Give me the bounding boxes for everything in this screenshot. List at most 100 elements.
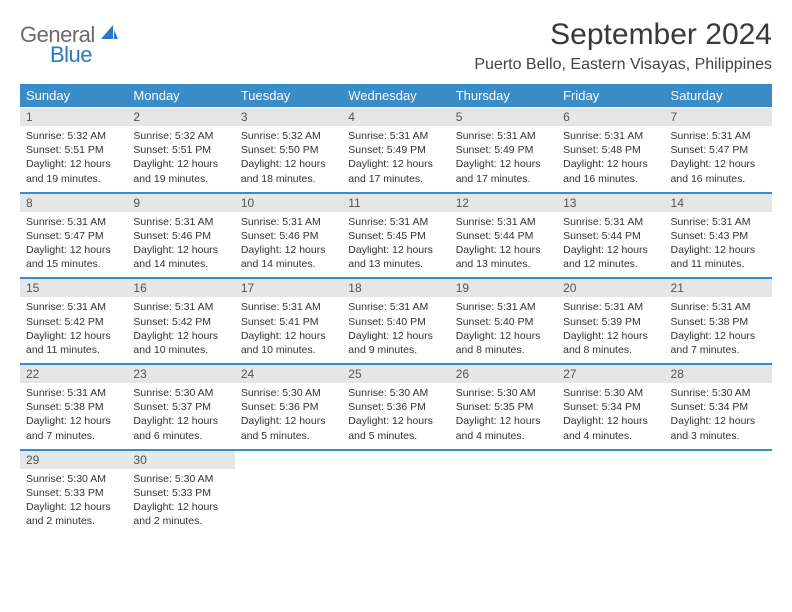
- daylight-text-1: Daylight: 12 hours: [456, 243, 551, 257]
- day-cell: Sunrise: 5:32 AMSunset: 5:51 PMDaylight:…: [20, 126, 127, 193]
- day-number: 12: [450, 193, 557, 212]
- sunrise-text: Sunrise: 5:30 AM: [241, 386, 336, 400]
- day-number: 21: [665, 278, 772, 297]
- day-cell: Sunrise: 5:31 AMSunset: 5:47 PMDaylight:…: [665, 126, 772, 193]
- sunrise-text: Sunrise: 5:31 AM: [563, 129, 658, 143]
- day-cell: Sunrise: 5:30 AMSunset: 5:36 PMDaylight:…: [235, 383, 342, 450]
- sunset-text: Sunset: 5:44 PM: [563, 229, 658, 243]
- daylight-text-2: and 18 minutes.: [241, 172, 336, 186]
- daylight-text-2: and 4 minutes.: [563, 429, 658, 443]
- day-number: 4: [342, 108, 449, 127]
- brand-part2: Blue: [50, 42, 92, 67]
- daylight-text-2: and 4 minutes.: [456, 429, 551, 443]
- day-cell: Sunrise: 5:31 AMSunset: 5:44 PMDaylight:…: [557, 212, 664, 279]
- daylight-text-1: Daylight: 12 hours: [133, 329, 228, 343]
- sunrise-text: Sunrise: 5:31 AM: [456, 215, 551, 229]
- sunrise-text: Sunrise: 5:31 AM: [563, 300, 658, 314]
- daylight-text-1: Daylight: 12 hours: [133, 414, 228, 428]
- sunset-text: Sunset: 5:42 PM: [133, 315, 228, 329]
- sunset-text: Sunset: 5:33 PM: [26, 486, 121, 500]
- day-cell: Sunrise: 5:30 AMSunset: 5:37 PMDaylight:…: [127, 383, 234, 450]
- dow-wed: Wednesday: [342, 84, 449, 108]
- sunrise-text: Sunrise: 5:31 AM: [241, 215, 336, 229]
- day-number: [450, 450, 557, 469]
- sunset-text: Sunset: 5:36 PM: [241, 400, 336, 414]
- sunrise-text: Sunrise: 5:32 AM: [241, 129, 336, 143]
- sunset-text: Sunset: 5:37 PM: [133, 400, 228, 414]
- daylight-text-1: Daylight: 12 hours: [456, 414, 551, 428]
- daylight-text-1: Daylight: 12 hours: [671, 243, 766, 257]
- day-of-week-row: Sunday Monday Tuesday Wednesday Thursday…: [20, 84, 772, 108]
- day-cell: Sunrise: 5:31 AMSunset: 5:46 PMDaylight:…: [235, 212, 342, 279]
- day-cell: Sunrise: 5:30 AMSunset: 5:33 PMDaylight:…: [20, 469, 127, 535]
- daylight-text-2: and 8 minutes.: [456, 343, 551, 357]
- sunrise-text: Sunrise: 5:31 AM: [348, 129, 443, 143]
- day-cell: Sunrise: 5:31 AMSunset: 5:39 PMDaylight:…: [557, 297, 664, 364]
- daylight-text-1: Daylight: 12 hours: [671, 414, 766, 428]
- day-number: 3: [235, 108, 342, 127]
- sunrise-text: Sunrise: 5:32 AM: [133, 129, 228, 143]
- daylight-text-1: Daylight: 12 hours: [26, 243, 121, 257]
- day-number-row: 22232425262728: [20, 364, 772, 383]
- daylight-text-2: and 7 minutes.: [26, 429, 121, 443]
- sunset-text: Sunset: 5:40 PM: [456, 315, 551, 329]
- day-number: 5: [450, 108, 557, 127]
- day-number-row: 1234567: [20, 108, 772, 127]
- daylight-text-1: Daylight: 12 hours: [671, 157, 766, 171]
- daylight-text-1: Daylight: 12 hours: [241, 157, 336, 171]
- day-detail-row: Sunrise: 5:30 AMSunset: 5:33 PMDaylight:…: [20, 469, 772, 535]
- daylight-text-2: and 5 minutes.: [348, 429, 443, 443]
- day-cell: Sunrise: 5:31 AMSunset: 5:43 PMDaylight:…: [665, 212, 772, 279]
- sunrise-text: Sunrise: 5:31 AM: [456, 129, 551, 143]
- sunrise-text: Sunrise: 5:31 AM: [456, 300, 551, 314]
- day-cell: Sunrise: 5:31 AMSunset: 5:38 PMDaylight:…: [665, 297, 772, 364]
- sunset-text: Sunset: 5:45 PM: [348, 229, 443, 243]
- daylight-text-2: and 15 minutes.: [26, 257, 121, 271]
- daylight-text-2: and 16 minutes.: [563, 172, 658, 186]
- day-number: 6: [557, 108, 664, 127]
- daylight-text-2: and 14 minutes.: [133, 257, 228, 271]
- day-cell: Sunrise: 5:30 AMSunset: 5:33 PMDaylight:…: [127, 469, 234, 535]
- day-cell: [665, 469, 772, 535]
- daylight-text-2: and 2 minutes.: [26, 514, 121, 528]
- day-detail-row: Sunrise: 5:31 AMSunset: 5:47 PMDaylight:…: [20, 212, 772, 279]
- day-number: 13: [557, 193, 664, 212]
- daylight-text-1: Daylight: 12 hours: [241, 243, 336, 257]
- day-number: 14: [665, 193, 772, 212]
- header: General September 2024 Puerto Bello, Eas…: [20, 18, 772, 74]
- sunset-text: Sunset: 5:42 PM: [26, 315, 121, 329]
- daylight-text-1: Daylight: 12 hours: [26, 157, 121, 171]
- sunrise-text: Sunrise: 5:32 AM: [26, 129, 121, 143]
- sunrise-text: Sunrise: 5:31 AM: [671, 215, 766, 229]
- day-cell: Sunrise: 5:31 AMSunset: 5:41 PMDaylight:…: [235, 297, 342, 364]
- sunset-text: Sunset: 5:46 PM: [241, 229, 336, 243]
- day-number: 7: [665, 108, 772, 127]
- day-number: 2: [127, 108, 234, 127]
- sunrise-text: Sunrise: 5:31 AM: [133, 215, 228, 229]
- day-number-row: 2930: [20, 450, 772, 469]
- daylight-text-1: Daylight: 12 hours: [133, 243, 228, 257]
- daylight-text-2: and 3 minutes.: [671, 429, 766, 443]
- daylight-text-1: Daylight: 12 hours: [348, 243, 443, 257]
- day-number: 11: [342, 193, 449, 212]
- day-cell: Sunrise: 5:31 AMSunset: 5:38 PMDaylight:…: [20, 383, 127, 450]
- day-number: 8: [20, 193, 127, 212]
- daylight-text-1: Daylight: 12 hours: [563, 414, 658, 428]
- daylight-text-2: and 5 minutes.: [241, 429, 336, 443]
- sunrise-text: Sunrise: 5:30 AM: [348, 386, 443, 400]
- sunset-text: Sunset: 5:38 PM: [26, 400, 121, 414]
- sunrise-text: Sunrise: 5:31 AM: [671, 129, 766, 143]
- day-number: 17: [235, 278, 342, 297]
- sunrise-text: Sunrise: 5:31 AM: [348, 215, 443, 229]
- day-number: 30: [127, 450, 234, 469]
- daylight-text-1: Daylight: 12 hours: [133, 500, 228, 514]
- sunset-text: Sunset: 5:51 PM: [133, 143, 228, 157]
- day-cell: Sunrise: 5:31 AMSunset: 5:49 PMDaylight:…: [342, 126, 449, 193]
- daylight-text-2: and 10 minutes.: [241, 343, 336, 357]
- day-number-row: 891011121314: [20, 193, 772, 212]
- daylight-text-1: Daylight: 12 hours: [456, 157, 551, 171]
- daylight-text-1: Daylight: 12 hours: [563, 329, 658, 343]
- sunrise-text: Sunrise: 5:31 AM: [563, 215, 658, 229]
- daylight-text-1: Daylight: 12 hours: [563, 243, 658, 257]
- daylight-text-1: Daylight: 12 hours: [241, 414, 336, 428]
